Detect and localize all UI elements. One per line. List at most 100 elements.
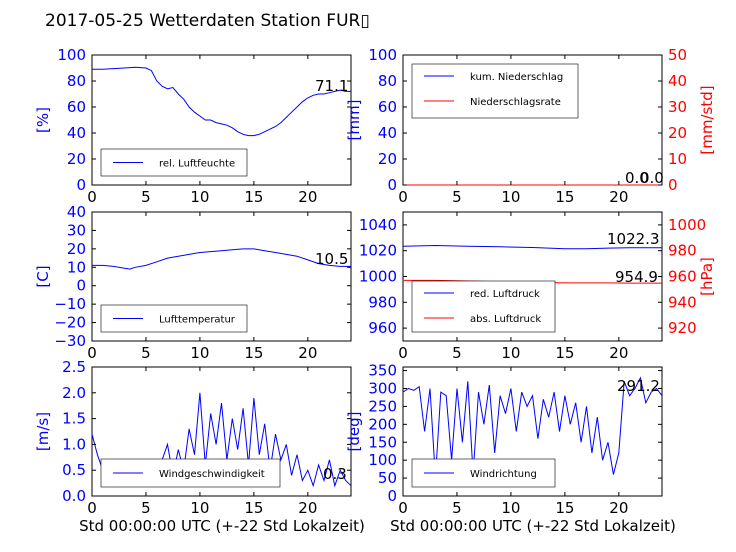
pressure-series-0-line [402,244,662,250]
humidity-ytick-label: 100 [57,46,86,64]
humidity-ytick-label: 20 [67,150,86,168]
temperature-ytick-label: 30 [67,221,86,239]
panel-humidity: 0 5 10 15 20 0 20 40 60 80 100 [%] rel. Luftfeuchte 7… [34,46,352,206]
winddirection-ytick-label: 150 [368,433,397,451]
humidity-ylabel: [%] [34,107,52,133]
precipitation-ytick-right-label: 0 [668,176,678,194]
humidity-ytick-label: 80 [67,72,86,90]
precipitation-annotation-2: 0.0 [640,169,664,187]
winddirection-xtick-label: 15 [555,499,574,517]
pressure-ytick-label: 1020 [359,242,397,260]
pressure-ytick-right-label: 920 [668,319,697,337]
pressure-legend-label-0: red. Luftdruck [470,289,540,300]
temperature-ytick-label: 10 [67,258,86,276]
temperature-xtick-label: 20 [298,344,317,362]
panel-precipitation: 0 5 10 15 20 0 20 40 60 80 100 0 10 20 30 40 50 [mm] [mm/s… [345,46,716,206]
windspeed-xtick-label: 10 [190,499,209,517]
humidity-xtick-label: 10 [190,188,209,206]
windspeed-ytick-label: 0.5 [62,461,86,479]
pressure-xtick-label: 0 [398,344,408,362]
pressure-ytick-label: 960 [368,319,397,337]
windspeed-ytick-label: 2.0 [62,384,86,402]
winddirection-xtick-label: 10 [501,499,520,517]
precipitation-xtick-label: 10 [501,188,520,206]
humidity-ytick-label: 40 [67,124,86,142]
humidity-ytick-label: 60 [67,98,86,116]
figure-title: 2017-05-25 Wetterdaten Station FUR▯ [45,11,370,31]
temperature-xtick-label: 10 [190,344,209,362]
windspeed-legend-box [100,458,281,488]
windspeed-xtick-label: 15 [244,499,263,517]
temperature-ylabel: [C] [34,265,52,287]
pressure-annotation-2: 954.9 [615,268,658,286]
temperature-xtick-label: 15 [244,344,263,362]
precipitation-ytick-right-label: 50 [668,46,687,64]
pressure-xtick-label: 20 [609,344,628,362]
humidity-series-0-line [92,66,351,137]
pressure-ytick-right-label: 1000 [668,216,706,234]
windspeed-xtick-label: 5 [141,499,151,517]
panel-winddirection: 0 5 10 15 20050100150200250300350[deg]Windri… [345,362,663,517]
precipitation-xtick-label: 20 [609,188,628,206]
precipitation-ytick-label: 100 [368,46,397,64]
precipitation-ytick-label: 40 [378,124,397,142]
winddirection-ylabel: [deg] [345,412,363,452]
pressure-ylabel-right: [hPa] [698,257,716,296]
temperature-ytick-label: 40 [67,203,86,221]
winddirection-xtick-label: 0 [398,499,408,517]
windspeed-ytick-label: 0.0 [62,487,86,505]
winddirection-annotation: 291.2 [617,377,660,395]
pressure-ytick-right-label: 960 [668,268,697,286]
xlabel-left: Std 00:00:00 UTC (+-22 Std Lokalzeit) [79,517,365,535]
precipitation-xtick-label: 15 [555,188,574,206]
temperature-series-0-line [92,248,351,270]
precipitation-ylabel: [mm] [345,100,363,141]
panel-temperature: 0 5 10 15 20−30−20−10010203040[C]Lufttempera… [34,203,352,362]
pressure-annotation: 1022.3 [607,230,660,248]
pressure-xtick-label: 5 [452,344,462,362]
temperature-annotation: 10.5 [315,250,348,268]
windspeed-xtick-label: 20 [298,499,317,517]
winddirection-ytick-label: 100 [368,451,397,469]
precipitation-ytick-label: 20 [378,150,397,168]
temperature-xtick-label: 5 [141,344,151,362]
precipitation-ytick-label: 80 [378,72,397,90]
windspeed-legend-label-0: Windgeschwindigkeit [159,469,265,480]
humidity-annotation: 71.1 [315,77,348,95]
panel-pressure: 0 5 10 15 20 960 980 1000 1020 1040 920 940 960 980 10… [359,211,716,362]
winddirection-legend-label-0: Windrichtung [470,469,537,480]
winddirection-series-0-line [402,376,663,479]
windspeed-xtick-label: 0 [87,499,97,517]
humidity-ytick-label: 0 [76,176,86,194]
precipitation-ytick-right-label: 40 [668,72,687,90]
windspeed-ytick-label: 1.5 [62,410,86,428]
temperature-ytick-label: −30 [54,332,86,350]
winddirection-xtick-label: 5 [452,499,462,517]
pressure-xtick-label: 10 [501,344,520,362]
winddirection-legend-box [411,458,556,488]
temperature-legend-label-0: Lufttemperatur [159,315,236,326]
pressure-ytick-right-label: 980 [668,242,697,260]
humidity-xtick-label: 15 [244,188,263,206]
precipitation-ytick-right-label: 30 [668,98,687,116]
humidity-xtick-label: 5 [141,188,151,206]
pressure-ytick-label: 1000 [359,268,397,286]
precipitation-xtick-label: 0 [398,188,408,206]
humidity-legend-box [100,148,248,177]
pressure-legend-box [411,280,556,333]
temperature-ytick-label: 20 [67,240,86,258]
pressure-xtick-label: 15 [555,344,574,362]
xlabel-right: Std 00:00:00 UTC (+-22 Std Lokalzeit) [390,517,676,535]
humidity-xtick-label: 0 [87,188,97,206]
precipitation-ytick-right-label: 10 [668,150,687,168]
winddirection-xtick-label: 20 [609,499,628,517]
precipitation-legend-box [411,63,579,119]
precipitation-ytick-label: 60 [378,98,397,116]
winddirection-ytick-label: 0 [387,487,397,505]
winddirection-ytick-label: 300 [368,380,397,398]
panel-windspeed: 0 5 10 15 20 0.0 0.5 1.0 1.5 2.0 2.5 [m/s] Windgesch… [34,358,352,517]
humidity-xtick-label: 20 [298,188,317,206]
winddirection-ytick-label: 350 [368,362,397,380]
pressure-legend-label-1: abs. Luftdruck [470,314,541,325]
